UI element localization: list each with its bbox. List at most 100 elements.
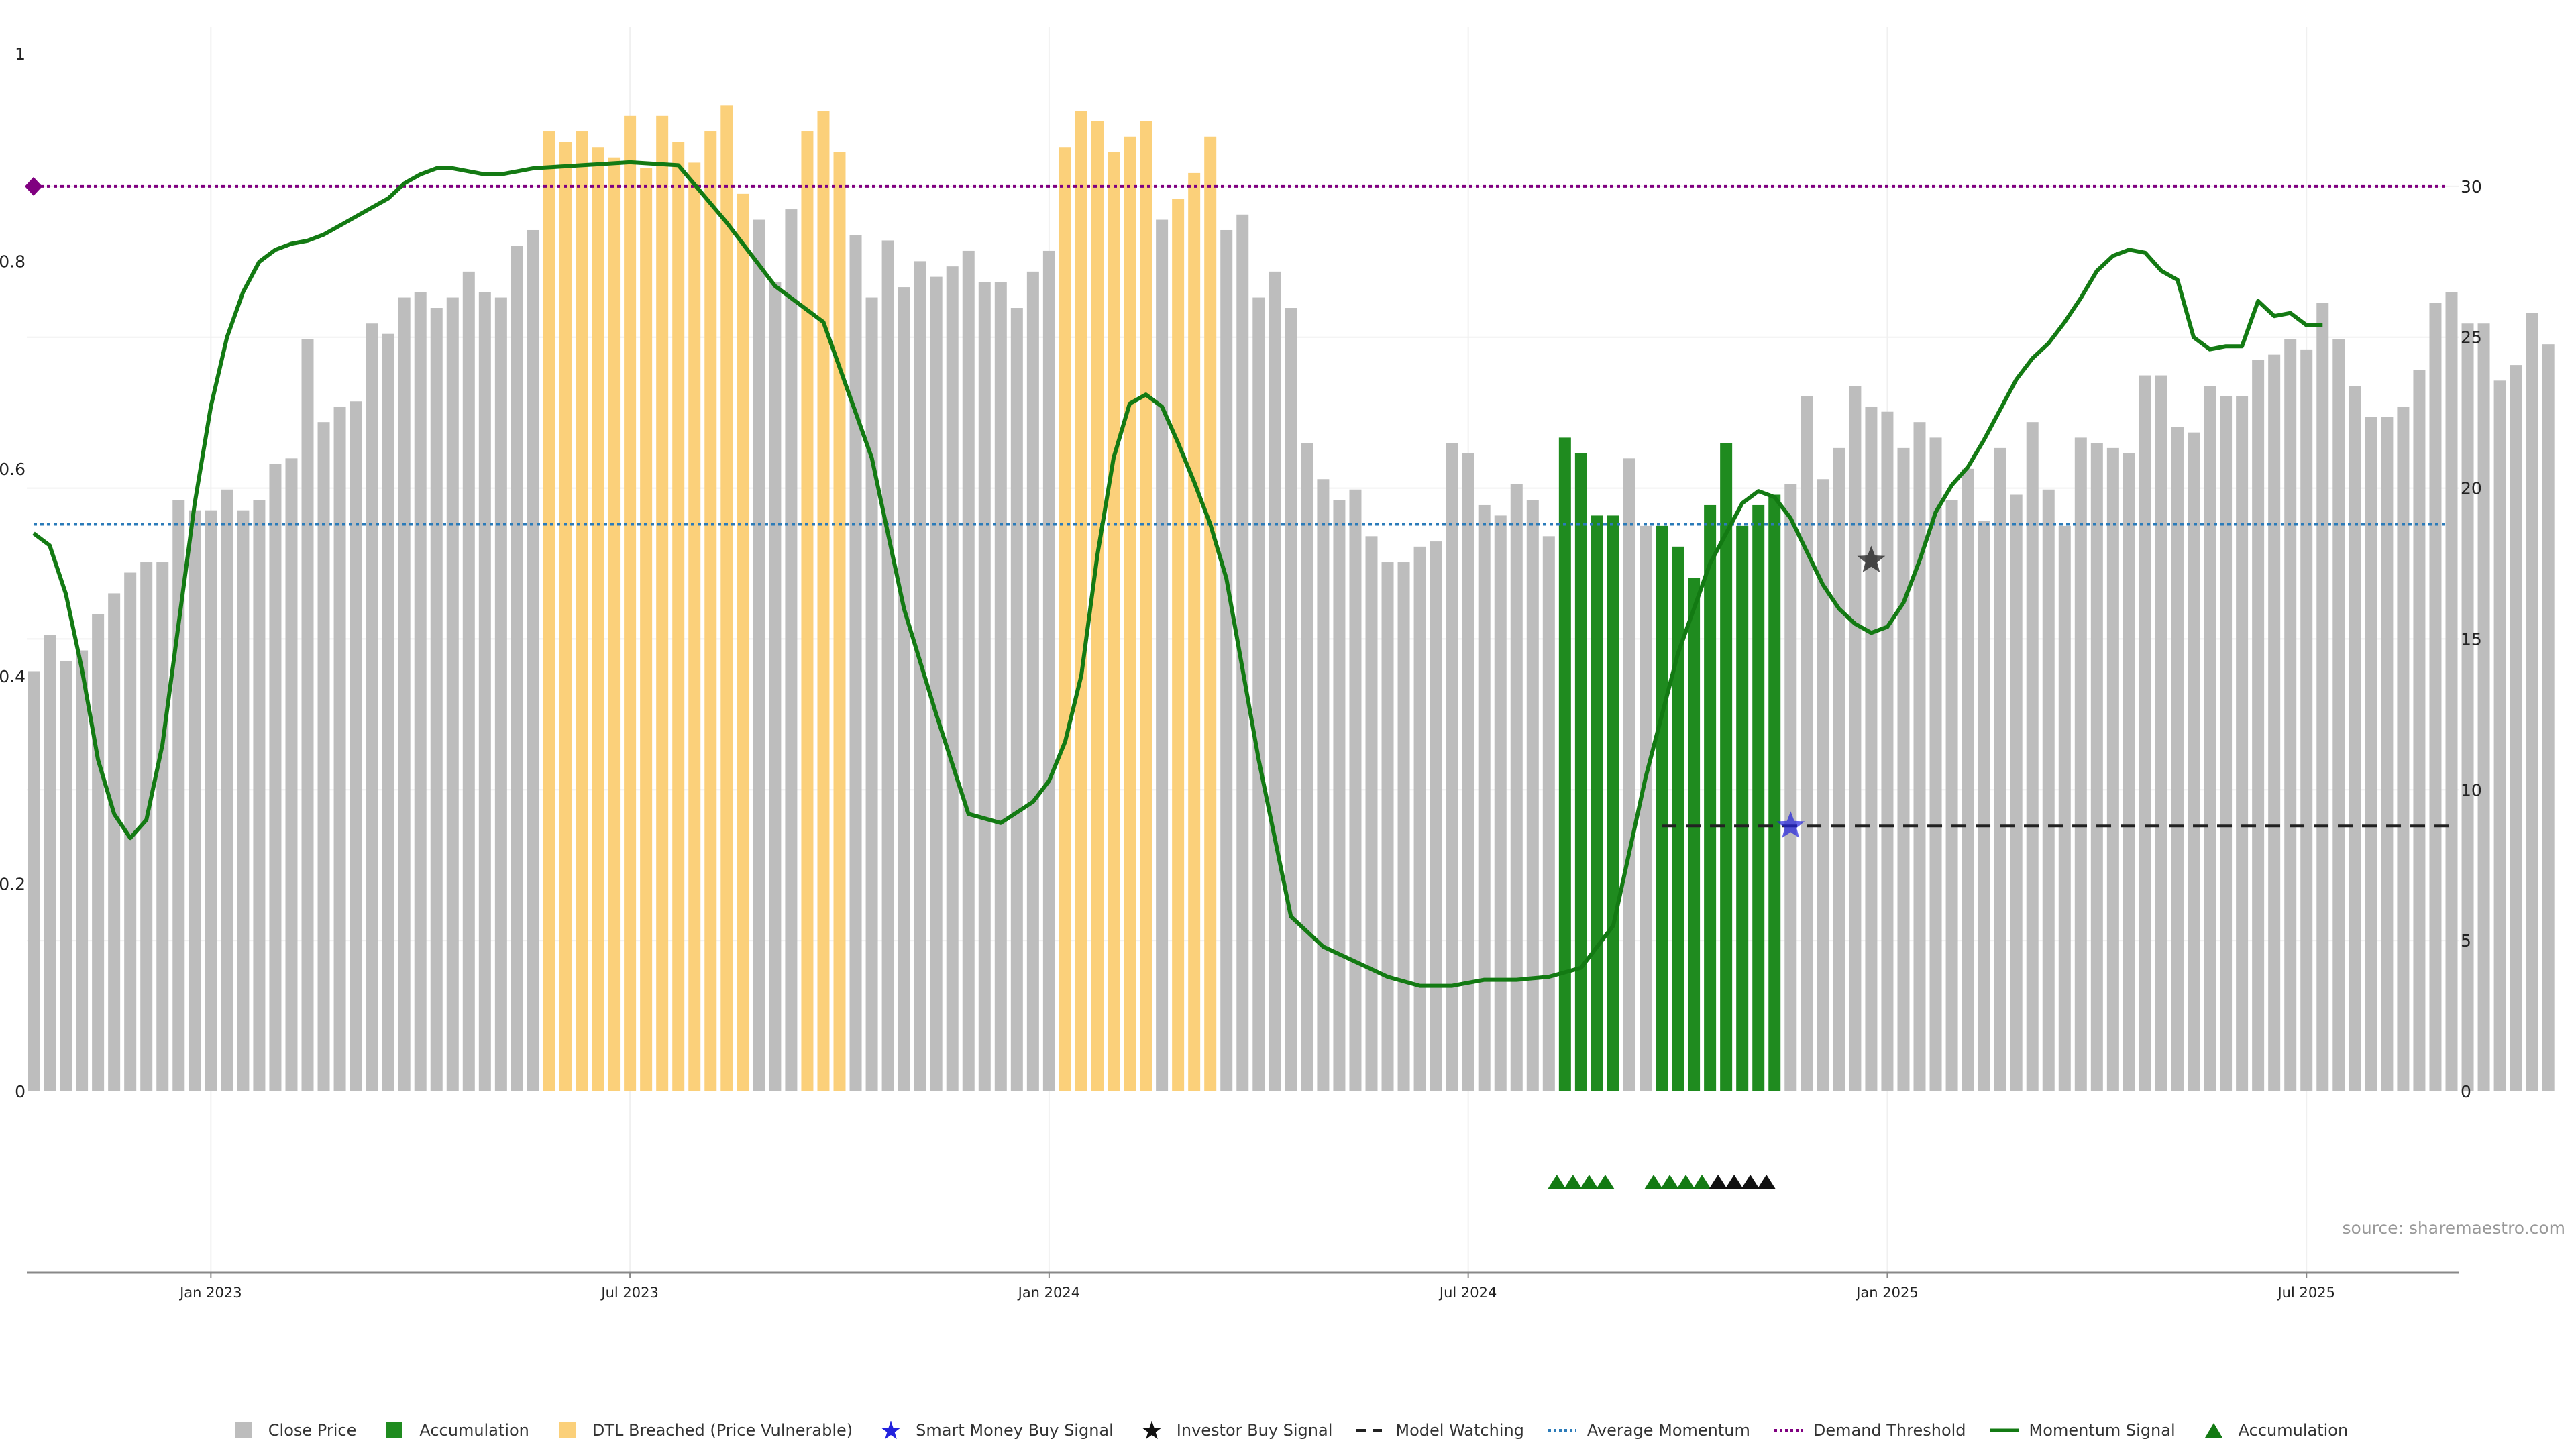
price-bar-close <box>60 660 72 1091</box>
price-bar-close <box>898 287 910 1092</box>
price-bar-close <box>350 401 362 1091</box>
price-bar-close <box>2123 453 2135 1091</box>
price-bar-close <box>1349 489 1362 1091</box>
price-bar-close <box>1365 536 1378 1091</box>
price-bar-close <box>44 635 56 1091</box>
legend-label: Accumulation <box>2238 1421 2349 1440</box>
price-bar-accum <box>1768 494 1781 1091</box>
price-bar-close <box>1945 500 1958 1091</box>
price-bar-close <box>285 458 298 1091</box>
price-bar-close <box>28 671 40 1091</box>
price-bar-close <box>2042 489 2055 1091</box>
price-bar-close <box>2074 437 2087 1091</box>
right-y-tick-label: 30 <box>2461 177 2482 197</box>
right-y-tick-label: 25 <box>2461 328 2482 347</box>
legend-label: Close Price <box>268 1421 357 1440</box>
left-y-tick-label: 0 <box>15 1082 25 1102</box>
price-bar-close <box>1994 447 2006 1091</box>
triangle-icon <box>2204 1423 2222 1438</box>
accumulation-triangle <box>1660 1175 1680 1189</box>
price-bar-dtl <box>1172 199 1185 1092</box>
price-bar-dtl <box>1140 121 1152 1092</box>
price-bar-close <box>124 572 137 1091</box>
price-bar-close <box>1397 562 1410 1091</box>
price-bar-accum <box>1720 443 1733 1091</box>
price-bar-close <box>1430 541 1442 1091</box>
right-y-tick-label: 20 <box>2461 479 2482 498</box>
price-bar-close <box>1978 521 1990 1091</box>
price-bar-close <box>1640 525 1652 1091</box>
price-bar-dtl <box>737 193 749 1092</box>
price-bar-dtl <box>720 105 733 1092</box>
price-bar-dtl <box>688 162 701 1091</box>
x-tick-label: Jan 2024 <box>1017 1285 1081 1301</box>
accumulation-triangle <box>1563 1175 1582 1189</box>
legend-label: Model Watching <box>1395 1421 1524 1440</box>
price-bar-close <box>2300 349 2313 1091</box>
price-bar-close <box>2526 313 2538 1091</box>
price-bar-close <box>1317 479 1330 1091</box>
price-bar-close <box>2106 447 2119 1091</box>
price-bar-close <box>1542 536 1555 1091</box>
price-bar-close <box>446 297 459 1091</box>
price-bar-dtl <box>608 157 621 1092</box>
price-bar-dtl <box>1188 172 1201 1091</box>
price-bar-close <box>946 266 959 1091</box>
legend-item-avg: Average Momentum <box>1547 1420 1750 1440</box>
price-bar-close <box>2332 339 2345 1091</box>
price-bar-close <box>317 422 330 1091</box>
price-bar-close <box>2171 427 2184 1091</box>
accumulation-triangle <box>1644 1175 1663 1189</box>
left-y-tick-label: 0.4 <box>0 667 25 686</box>
price-bar-close <box>1042 250 1055 1092</box>
price-bar-accum <box>1704 504 1717 1091</box>
price-bar-close <box>1381 562 1394 1091</box>
price-bar-close <box>333 406 346 1091</box>
price-bar-close <box>1446 443 1458 1091</box>
x-tick-label: Jul 2025 <box>2276 1285 2334 1301</box>
investor-triangle <box>1725 1175 1744 1189</box>
price-bar-close <box>930 276 943 1092</box>
legend-label: Smart Money Buy Signal <box>916 1421 1114 1440</box>
legend-item-demand: Demand Threshold <box>1773 1420 1966 1440</box>
price-bar-close <box>2090 443 2103 1091</box>
price-bar-close <box>140 562 153 1091</box>
accumulation-triangle <box>1693 1175 1712 1189</box>
price-bar-close <box>462 271 475 1091</box>
legend-label: DTL Breached (Price Vulnerable) <box>592 1421 853 1440</box>
price-bar-close <box>108 593 121 1091</box>
right-y-tick-label: 0 <box>2461 1082 2471 1102</box>
price-bar-close <box>1156 219 1169 1091</box>
price-bar-close <box>1784 484 1797 1091</box>
price-bar-close <box>2058 525 2071 1091</box>
investor-buy-star <box>1857 545 1886 573</box>
price-bar-close <box>253 500 266 1091</box>
price-bar-close <box>527 229 539 1091</box>
price-bar-close <box>2365 417 2377 1091</box>
price-bar-close <box>1413 546 1426 1091</box>
x-tick-label: Jul 2023 <box>600 1285 658 1301</box>
price-bar-dtl <box>1075 111 1087 1092</box>
price-bar-accum <box>1688 578 1701 1091</box>
price-bar-accum <box>1672 546 1684 1091</box>
price-bar-dtl <box>559 142 572 1091</box>
x-tick-label: Jan 2025 <box>1855 1285 1919 1301</box>
accumulation-triangle <box>1547 1175 1566 1189</box>
price-bar-close <box>785 209 798 1091</box>
price-bar-dtl <box>624 115 637 1091</box>
price-bar-dtl <box>1091 121 1104 1092</box>
price-bar-dtl <box>833 152 846 1092</box>
price-bar-close <box>2316 303 2329 1091</box>
price-bar-accum <box>1558 437 1571 1091</box>
price-bar-dtl <box>640 168 653 1091</box>
price-bar-dtl <box>672 142 685 1091</box>
axes: Jan 2023 Jul 2023 Jan 2024 Jul 2024 Jan 2025… <box>0 44 2482 1301</box>
price-bar-close <box>1801 396 1813 1091</box>
price-bar-close <box>2381 417 2394 1091</box>
price-bar-close <box>1478 504 1491 1091</box>
price-bar-close <box>205 510 217 1091</box>
price-bar-close <box>1881 411 1894 1091</box>
price-bar-dtl <box>801 131 814 1091</box>
price-bar-close <box>1333 500 1346 1091</box>
